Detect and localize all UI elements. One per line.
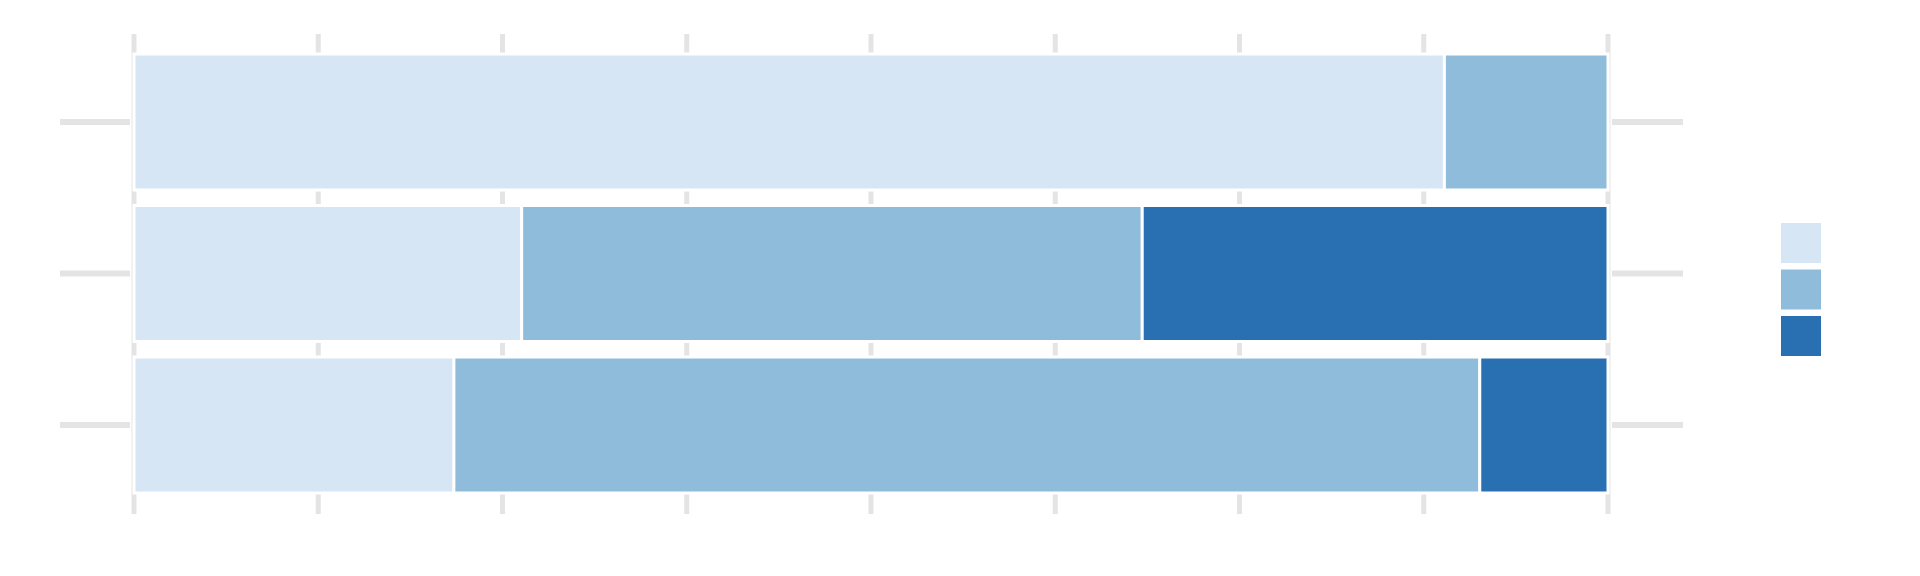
bar-segment	[132, 355, 456, 495]
bar-segment	[1442, 52, 1610, 192]
bar-segment	[520, 204, 1144, 343]
legend-swatch	[1781, 316, 1821, 356]
legend-swatch	[1781, 269, 1821, 310]
bar-segment	[1140, 204, 1610, 343]
bar-segment	[452, 355, 1482, 495]
bar-segment	[132, 204, 524, 343]
legend-swatch	[1781, 223, 1821, 263]
bar-segment	[1478, 355, 1610, 495]
bar-segment	[132, 52, 1446, 192]
